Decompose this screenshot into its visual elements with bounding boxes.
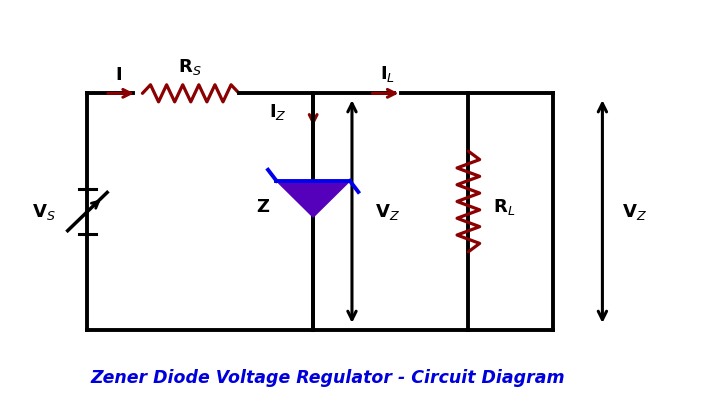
- Text: V$_Z$: V$_Z$: [622, 202, 647, 222]
- Polygon shape: [277, 181, 350, 217]
- Text: Zener Diode Voltage Regulator - Circuit Diagram: Zener Diode Voltage Regulator - Circuit …: [90, 368, 565, 386]
- Text: Z: Z: [256, 197, 269, 215]
- Text: I$_Z$: I$_Z$: [269, 102, 287, 122]
- Text: I: I: [116, 66, 122, 84]
- Text: R$_L$: R$_L$: [493, 197, 515, 217]
- Text: R$_S$: R$_S$: [178, 57, 201, 77]
- Text: I$_L$: I$_L$: [380, 64, 395, 84]
- Text: V$_Z$: V$_Z$: [375, 202, 400, 222]
- Text: V$_S$: V$_S$: [32, 202, 55, 222]
